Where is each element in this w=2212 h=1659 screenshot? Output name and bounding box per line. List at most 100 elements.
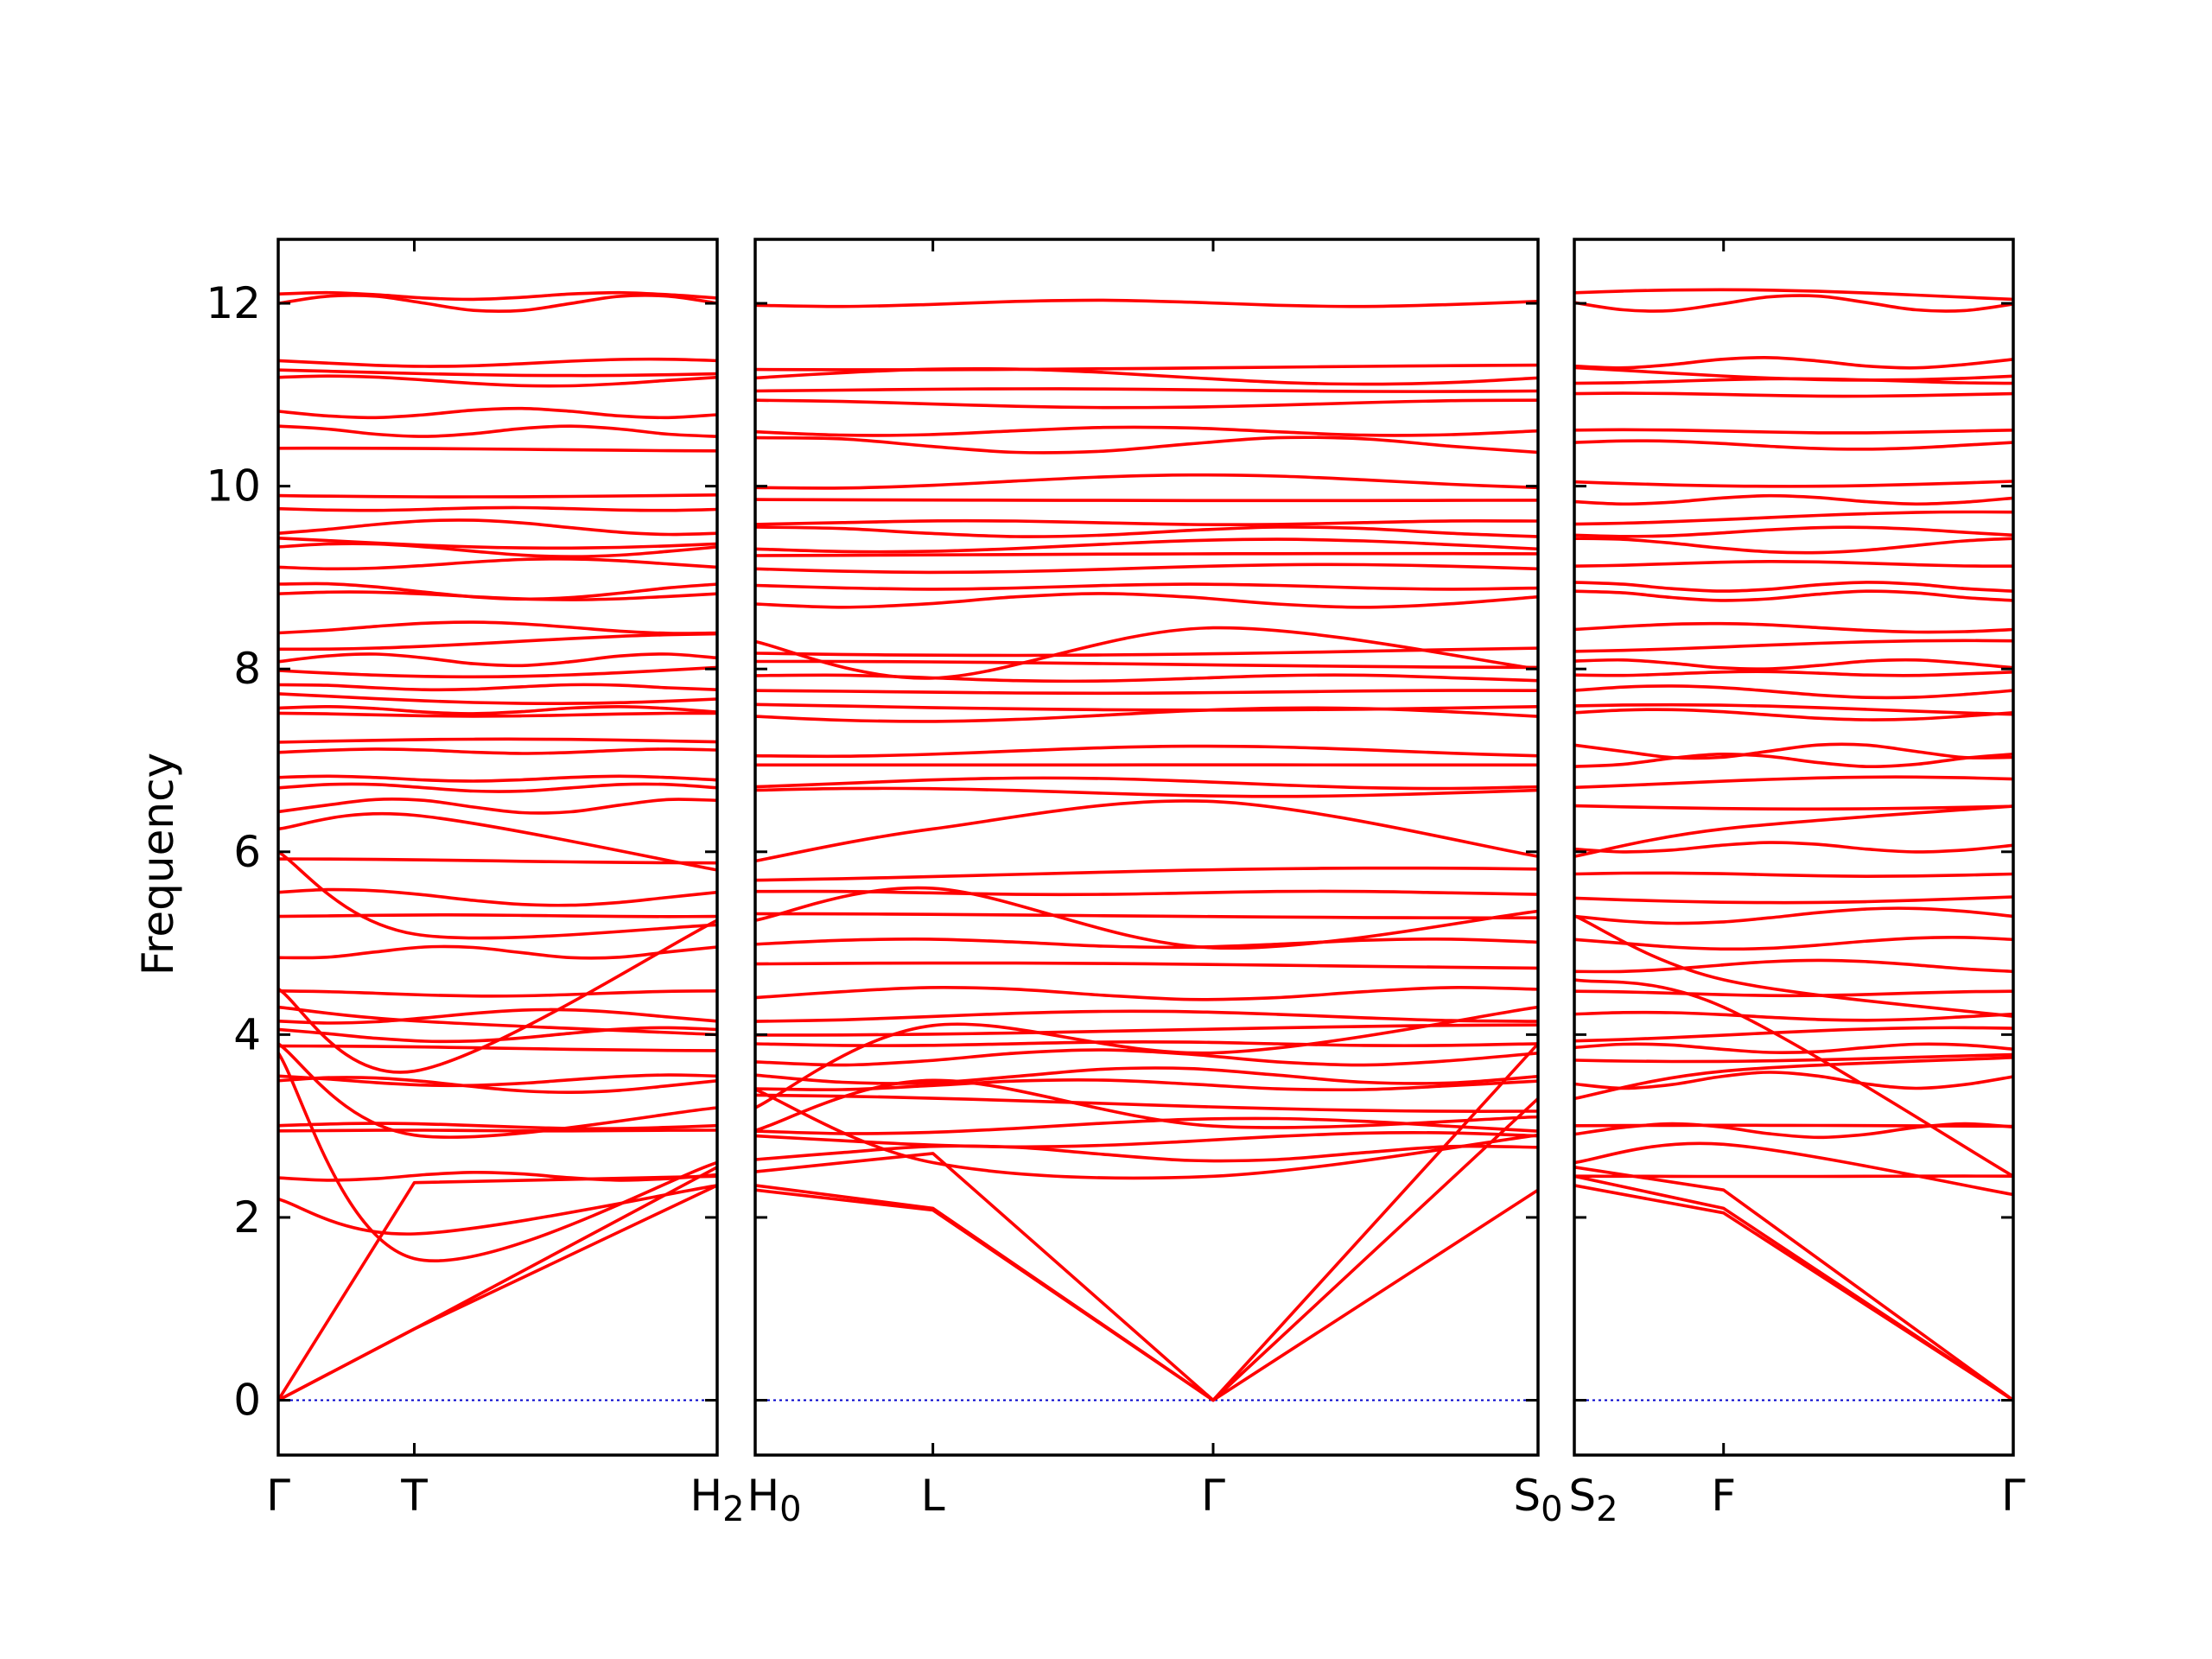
optical-band <box>278 665 717 679</box>
optical-band <box>278 704 717 715</box>
dispersive-band <box>278 1184 717 1236</box>
optical-band <box>278 505 717 512</box>
optical-band <box>1574 935 2013 951</box>
x-tick-label: T <box>400 1471 428 1521</box>
optical-band <box>755 298 1538 308</box>
optical-band <box>755 498 1538 503</box>
optical-band <box>278 887 717 907</box>
optical-band <box>278 290 717 302</box>
optical-band <box>278 1007 717 1025</box>
optical-band <box>1574 428 2013 435</box>
optical-band <box>755 689 1538 696</box>
optical-band <box>755 1066 1538 1085</box>
optical-band <box>278 1076 717 1095</box>
optical-band <box>755 1048 1538 1067</box>
dispersive-band <box>1574 914 2013 1018</box>
optical-band <box>755 786 1538 798</box>
optical-band <box>278 857 717 865</box>
acoustic-band <box>755 1097 1538 1402</box>
optical-band <box>755 985 1538 1001</box>
optical-band <box>278 1073 717 1088</box>
optical-band <box>278 620 717 635</box>
optical-band <box>278 1122 717 1130</box>
optical-band <box>755 398 1538 410</box>
optical-band <box>278 368 717 378</box>
optical-band <box>278 692 717 706</box>
dispersive-band <box>278 918 717 1074</box>
optical-band <box>1574 841 2013 854</box>
optical-band <box>1574 989 2013 998</box>
panel-3 <box>1574 288 2013 1402</box>
optical-band <box>278 683 717 692</box>
optical-band <box>1574 804 2013 811</box>
optical-band <box>278 424 717 438</box>
optical-band <box>1574 480 2013 488</box>
optical-band <box>278 798 717 815</box>
optical-band <box>1574 525 2013 538</box>
optical-band <box>755 866 1538 882</box>
optical-band <box>755 363 1538 372</box>
y-tick-label: 2 <box>233 1192 261 1243</box>
optical-band <box>755 776 1538 791</box>
dispersive-band <box>1574 804 2013 858</box>
optical-band <box>1574 742 2013 760</box>
optical-band <box>755 537 1538 554</box>
x-tick-label: Γ <box>266 1471 290 1521</box>
optical-band <box>278 737 717 744</box>
dispersive-band <box>1574 978 2013 1178</box>
optical-band <box>755 912 1538 920</box>
optical-band <box>1574 493 2013 506</box>
optical-band <box>1574 621 2013 634</box>
optical-band <box>755 961 1538 970</box>
optical-band <box>278 446 717 453</box>
optical-band <box>278 632 717 652</box>
optical-band <box>755 1039 1538 1047</box>
x-tick-label: Γ <box>1201 1471 1225 1521</box>
optical-band <box>755 646 1538 658</box>
optical-band <box>1574 589 2013 602</box>
optical-band <box>278 774 717 783</box>
optical-band <box>755 1093 1538 1113</box>
optical-band <box>278 989 717 998</box>
optical-band <box>278 1128 717 1133</box>
acoustic-band <box>1574 1166 2013 1402</box>
optical-band <box>1574 1123 2013 1128</box>
x-tick-label: H2 <box>690 1471 744 1529</box>
optical-band <box>278 782 717 793</box>
optical-band <box>755 518 1538 526</box>
chart-panels <box>278 288 2013 1402</box>
optical-band <box>1574 702 2013 716</box>
optical-band <box>755 659 1538 670</box>
optical-band <box>1574 752 2013 769</box>
dispersive-band <box>755 1005 1538 1109</box>
optical-band <box>278 374 717 388</box>
dispersive-band <box>755 1078 1538 1133</box>
acoustic-band <box>1574 1174 2013 1402</box>
y-axis-label: Frequency <box>133 753 183 976</box>
optical-band <box>1574 1052 2013 1064</box>
y-tick-label: 10 <box>206 461 261 512</box>
panel-2 <box>755 298 1538 1402</box>
optical-band <box>1574 1042 2013 1054</box>
dispersive-band <box>1574 1056 2013 1101</box>
panel-frames: 0 2 4 6 8 10 12 Γ T H2 H0 L Γ S0 S2 F Γ <box>206 238 2025 1529</box>
dispersive-band <box>278 1042 717 1139</box>
optical-band <box>278 1044 717 1052</box>
panel-1 <box>278 290 717 1402</box>
y-tick-label: 6 <box>233 827 261 877</box>
optical-band <box>1574 871 2013 878</box>
optical-band <box>278 537 717 550</box>
dispersive-band <box>278 1052 717 1262</box>
optical-band <box>1574 439 2013 451</box>
x-tick-label: L <box>921 1471 945 1521</box>
optical-band <box>755 938 1538 950</box>
optical-band <box>278 747 717 755</box>
optical-band <box>1574 895 2013 905</box>
optical-band <box>1574 560 2013 568</box>
dispersive-band <box>755 886 1538 950</box>
optical-band <box>1574 365 2013 382</box>
y-tick-label: 12 <box>206 278 261 328</box>
acoustic-band <box>755 1042 1538 1402</box>
optical-band <box>755 525 1538 538</box>
panel-frame-1 <box>276 238 719 1457</box>
